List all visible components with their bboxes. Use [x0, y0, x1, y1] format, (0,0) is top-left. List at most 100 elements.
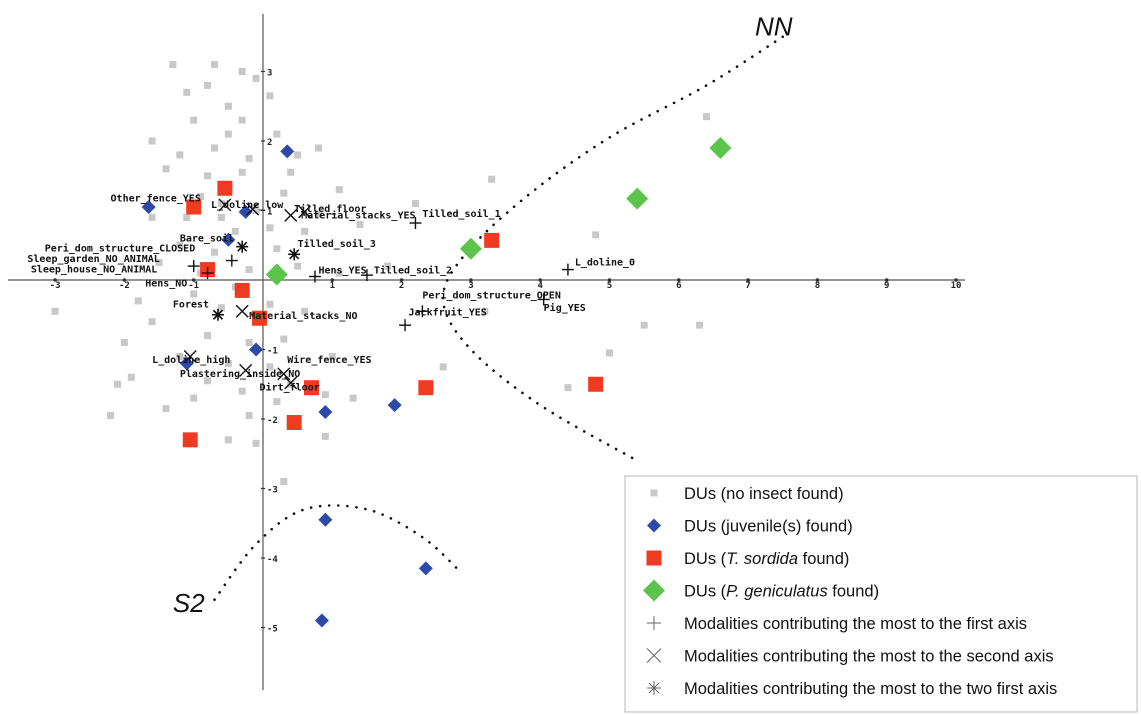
data-point [287, 380, 295, 388]
data-point [284, 208, 298, 222]
data-point [277, 367, 291, 381]
legend-label: Modalities contributing the most to the … [684, 648, 1054, 666]
axes: -3 -2 -1 1 2 3 4 5 6 7 8 9 10 -5 -4 -3 -2 -1 1 2 3 [8, 14, 965, 690]
data-point [298, 205, 312, 219]
data-point [148, 137, 156, 145]
data-point [234, 282, 250, 298]
data-point [238, 168, 246, 176]
data-point [537, 293, 550, 306]
modality-label: Peri_dom_structure_OPEN [422, 289, 560, 301]
data-point [321, 432, 329, 440]
data-point [287, 168, 295, 176]
modality-label: Hens_NO [145, 278, 187, 289]
x-tick-label: 5 [607, 281, 612, 291]
legend-item: DUs (no insect found) [650, 485, 844, 503]
x-stroke-b [183, 349, 197, 363]
data-point [349, 394, 357, 402]
data-point [411, 200, 419, 208]
series-plus [187, 217, 574, 332]
modality-label: Tilled_soil_1 [422, 208, 500, 220]
legend-item: DUs (P. geniculatus found) [643, 579, 879, 602]
data-points [51, 61, 732, 628]
legend-label-part: DUs ( [684, 583, 727, 601]
x-tick-label: 8 [815, 281, 820, 291]
modality-label: Plastering_inside_NO [180, 368, 300, 380]
dotted-boundaries [213, 35, 785, 601]
y-tick-label: 3 [267, 69, 272, 79]
modality-label: Peri_dom_structure_CLOSED [45, 243, 196, 255]
data-point [409, 217, 422, 230]
data-point [238, 116, 246, 124]
modality-label: L_doline_0 [575, 257, 635, 269]
modality-label: L_doline_high [152, 354, 230, 366]
data-point [141, 200, 156, 215]
modality-label: Wire_fence_YES [287, 354, 371, 366]
data-point [606, 349, 613, 357]
data-point [703, 113, 711, 121]
data-point [284, 376, 298, 390]
data-point [238, 387, 246, 395]
legend-large-diamond-marker [643, 579, 665, 602]
data-point [246, 202, 260, 216]
x-stroke-b [284, 208, 298, 222]
data-point [252, 439, 260, 447]
data-point [273, 245, 281, 253]
data-point [273, 130, 281, 138]
data-point [238, 204, 253, 219]
legend-square-marker [646, 550, 662, 566]
data-point [224, 130, 232, 138]
data-point [211, 308, 224, 321]
data-point [273, 398, 281, 406]
legend-label: DUs (T. sordida found) [684, 550, 849, 568]
y-tick-label: -5 [267, 625, 278, 635]
data-point [304, 380, 320, 396]
x-tick-mark [538, 278, 542, 282]
data-point [127, 373, 135, 381]
x-stroke-b [277, 367, 291, 381]
data-point [204, 81, 212, 89]
data-point [224, 436, 232, 444]
data-point [384, 262, 392, 270]
data-point [640, 321, 648, 329]
x-tick-mark [677, 278, 681, 282]
data-point [190, 394, 198, 402]
x-tick-label: 10 [951, 281, 962, 291]
data-point [190, 116, 198, 124]
data-point [183, 213, 191, 221]
data-point [265, 263, 288, 286]
data-point [245, 266, 253, 274]
data-point [190, 290, 198, 298]
x-tick-mark [469, 278, 473, 282]
data-point [235, 304, 249, 318]
data-point [210, 61, 218, 69]
x-tick-label: 2 [399, 281, 404, 291]
x-tick-mark [399, 278, 404, 282]
x-tick-label: 3 [468, 281, 473, 291]
data-point [318, 512, 333, 527]
asterisk-stroke [289, 249, 300, 260]
data-point [416, 305, 429, 318]
legend-box [624, 475, 1138, 713]
data-point [280, 478, 288, 486]
data-point [564, 384, 572, 392]
legend-asterisk-marker [647, 681, 661, 695]
data-point [592, 231, 600, 239]
data-point [335, 269, 343, 277]
data-point [439, 363, 447, 371]
x-tick-label: 6 [676, 281, 681, 291]
data-point [162, 165, 170, 173]
data-point [204, 332, 212, 340]
legend: DUs (no insect found) DUs (juvenile(s) fo… [624, 475, 1138, 713]
data-point [182, 432, 198, 448]
data-point [266, 92, 274, 100]
data-point [266, 363, 274, 371]
modality-label: Sleep_house_NO_ANIMAL [31, 265, 157, 276]
data-point [266, 224, 274, 232]
data-point [183, 349, 197, 363]
data-point [418, 561, 433, 576]
data-point [335, 186, 343, 194]
legend-item: DUs (T. sordida found) [646, 550, 849, 568]
data-point [301, 307, 309, 315]
legend-label: Modalities contributing the most to the … [684, 680, 1057, 698]
